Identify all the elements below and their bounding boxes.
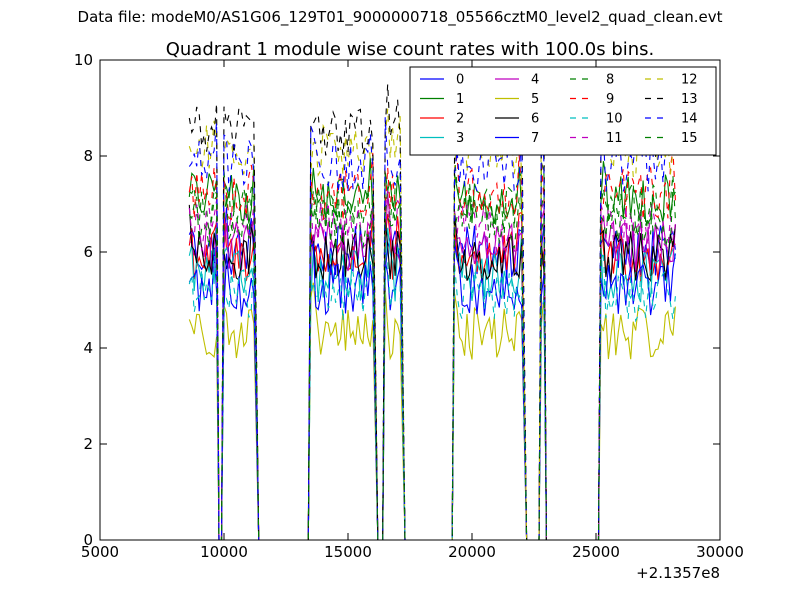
x-tick-label: 5000 [81,543,119,561]
legend-label-5: 5 [531,92,539,107]
figure-suptitle: Data file: modeM0/AS1G06_129T01_90000007… [77,8,723,26]
legend-box [409,66,717,156]
legend-label-0: 0 [456,73,464,88]
legend-label-7: 7 [531,131,539,146]
y-tick-label: 10 [74,51,93,69]
legend-label-4: 4 [531,73,539,88]
legend-label-12: 12 [681,73,698,88]
chart-title: Quadrant 1 module wise count rates with … [166,39,655,60]
y-tick-label: 6 [83,243,93,261]
x-offset-label: +2.1357e8 [636,564,720,582]
x-tick-label: 30000 [696,543,744,561]
y-tick-label: 0 [83,531,93,549]
legend-label-2: 2 [456,112,464,127]
y-tick-label: 2 [83,435,93,453]
x-tick-label: 20000 [448,543,496,561]
x-tick-label: 25000 [572,543,620,561]
legend-label-15: 15 [681,131,698,146]
y-tick-label: 4 [83,339,93,357]
legend-label-14: 14 [681,112,698,127]
series-line-10 [188,249,676,541]
legend-label-8: 8 [606,73,614,88]
legend-label-9: 9 [606,92,614,107]
legend-label-11: 11 [606,131,623,146]
legend-label-13: 13 [681,92,698,107]
legend-label-10: 10 [606,112,623,127]
legend-label-1: 1 [456,92,464,107]
x-tick-label: 10000 [200,543,248,561]
plot-frame [99,59,721,541]
x-tick-label: 15000 [324,543,372,561]
legend-label-6: 6 [531,112,539,127]
legend-label-3: 3 [456,131,464,146]
y-tick-label: 8 [83,147,93,165]
